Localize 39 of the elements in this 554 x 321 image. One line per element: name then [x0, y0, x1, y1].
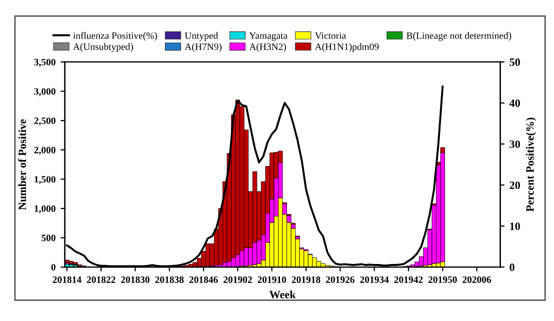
- legend-label: A(Unsubtyped): [73, 43, 133, 52]
- y2-tick-label: 10: [510, 222, 520, 230]
- x-tick-label: 202006: [462, 276, 492, 283]
- x-tick-label: 201838: [155, 276, 184, 283]
- x-tick-label: 201814: [52, 276, 82, 283]
- y2-tick-label: 30: [510, 140, 520, 148]
- legend-label: influenza Positive(%): [73, 32, 158, 41]
- y-tick-label: 2,500: [34, 117, 56, 126]
- y-tick-label: 3,500: [34, 58, 56, 67]
- x-tick-label: 201910: [258, 276, 286, 283]
- y-tick-label: 1,500: [34, 176, 56, 184]
- y-axis-title: Number of Positive: [18, 119, 26, 210]
- x-tick-label: 201950: [428, 276, 457, 283]
- y-tick-label: 500: [42, 234, 56, 242]
- y2-axis-title: Percent Positive(%): [526, 118, 536, 212]
- x-axis-title: Week: [269, 290, 296, 298]
- x-tick-label: 201902: [224, 276, 252, 283]
- y2-tick-label: 40: [509, 99, 520, 107]
- x-tick-label: 201926: [326, 276, 354, 283]
- y-tick-label: 0: [51, 264, 56, 271]
- legend-label: Untyped: [184, 32, 218, 41]
- y2-tick-label: 0: [510, 264, 514, 272]
- x-tick-label: 201846: [189, 276, 218, 283]
- y-tick-label: 2,000: [34, 146, 56, 155]
- y-tick-label: 1,000: [34, 205, 56, 214]
- y2-tick-label: 20: [510, 181, 520, 189]
- x-tick-label: 201942: [394, 276, 423, 283]
- legend-label: B(Lineage not determined): [406, 32, 512, 41]
- x-tick-label: 201934: [360, 276, 389, 283]
- legend-label: A(H3N2): [249, 43, 286, 52]
- legend-label: Victoria: [314, 32, 346, 39]
- y2-tick-label: 50: [510, 58, 520, 66]
- legend-label: A(H1N1)pdm09: [314, 43, 379, 52]
- legend-label: A(H7N9): [184, 43, 222, 52]
- y-tick-label: 3,000: [34, 88, 56, 96]
- legend-label: Yamagata: [249, 32, 288, 41]
- x-tick-label: 201918: [292, 276, 320, 283]
- x-tick-label: 201830: [121, 276, 150, 283]
- x-tick-label: 201822: [86, 276, 116, 283]
